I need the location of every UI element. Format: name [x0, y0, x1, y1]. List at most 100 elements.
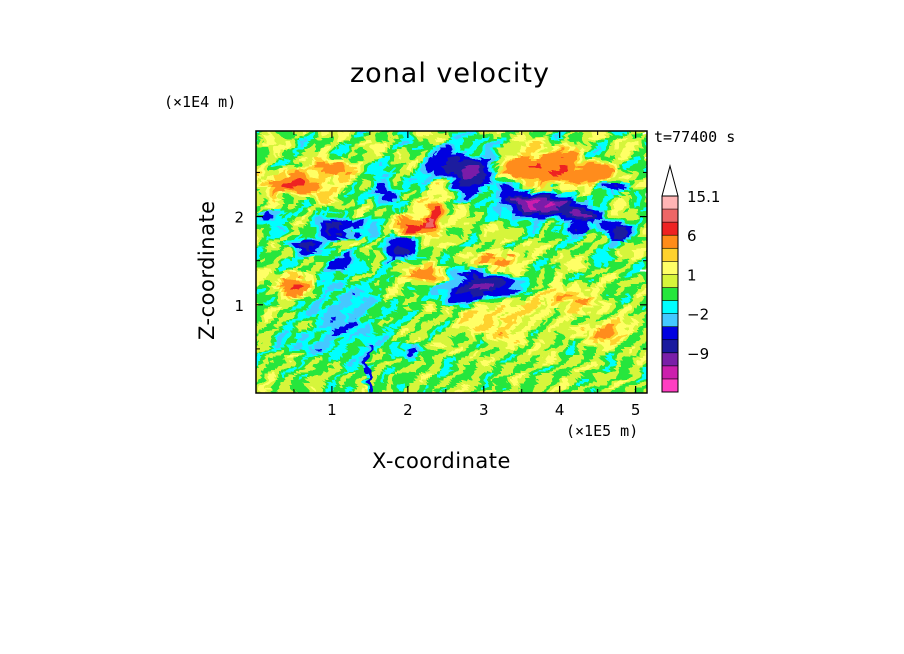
contour-cell [478, 203, 491, 207]
contour-cell [541, 320, 548, 324]
contour-cell [379, 158, 386, 162]
contour-cell [529, 224, 536, 228]
contour-cell [556, 356, 566, 360]
contour-cell [379, 377, 383, 381]
contour-cell [355, 257, 377, 261]
contour-cell [622, 350, 629, 354]
contour-cell [370, 140, 377, 144]
contour-cell [499, 320, 503, 324]
contour-cell [418, 329, 431, 333]
contour-cell [481, 299, 506, 303]
contour-cell [283, 140, 290, 144]
contour-cell [280, 227, 284, 231]
contour-cell [448, 140, 461, 144]
contour-cell [439, 332, 446, 336]
contour-cell [295, 341, 308, 345]
contour-cell [505, 218, 512, 222]
contour-cell [511, 263, 530, 267]
contour-cell [298, 140, 302, 144]
contour-cell [595, 254, 608, 258]
contour-cell [433, 335, 437, 339]
contour-cell [613, 167, 617, 171]
contour-cell [553, 236, 560, 240]
contour-cell [562, 182, 575, 186]
contour-cell [316, 353, 323, 357]
contour-cell [493, 338, 497, 342]
contour-cell [430, 299, 440, 303]
contour-cell [427, 215, 434, 219]
contour-cell [370, 296, 377, 300]
contour-cell [433, 305, 440, 309]
contour-cell [499, 386, 503, 390]
contour-cell [340, 362, 347, 366]
contour-cell [262, 215, 266, 219]
contour-cell [256, 302, 263, 306]
contour-cell [439, 278, 443, 282]
contour-cell [469, 383, 473, 387]
contour-cell [529, 140, 545, 144]
contour-cell [502, 203, 512, 207]
contour-cell [460, 371, 473, 375]
contour-cell [352, 260, 359, 264]
contour-cell [490, 161, 494, 165]
contour-cell [526, 245, 542, 249]
contour-cell [349, 161, 353, 165]
contour-cell [349, 146, 356, 150]
contour-cell [433, 287, 452, 291]
contour-cell [487, 155, 491, 159]
contour-cell [445, 212, 452, 216]
contour-cell [376, 203, 380, 207]
contour-cell [550, 323, 557, 327]
contour-cell [313, 260, 332, 264]
contour-cell [394, 224, 398, 228]
contour-cell [274, 329, 278, 333]
contour-cell [592, 134, 602, 138]
contour-cell [412, 266, 416, 270]
contour-cell [295, 242, 305, 246]
contour-cell [364, 173, 380, 177]
contour-cell [442, 275, 446, 279]
contour-cell [616, 122, 620, 126]
contour-cell [637, 230, 641, 234]
contour-cell [499, 185, 533, 189]
contour-cell [541, 227, 548, 231]
contour-cell [319, 131, 323, 135]
contour-cell [325, 368, 338, 372]
contour-cell [589, 143, 596, 147]
contour-cell [655, 164, 659, 168]
contour-cell [403, 347, 407, 351]
contour-cell [547, 341, 560, 345]
contour-cell [568, 341, 575, 345]
contour-cell [616, 185, 629, 189]
contour-cell [268, 197, 275, 201]
contour-cell [571, 245, 578, 249]
contour-cell [355, 278, 365, 282]
contour-cell [376, 251, 389, 255]
contour-cell [568, 332, 584, 336]
contour-cell [424, 347, 428, 351]
contour-cell [547, 263, 551, 267]
contour-cell [586, 386, 593, 390]
contour-cell [568, 122, 581, 126]
contour-cell [370, 152, 383, 156]
contour-cell [280, 296, 284, 300]
contour-cell [292, 344, 305, 348]
contour-cell [505, 146, 509, 150]
contour-cell [352, 200, 356, 204]
contour-cell [538, 143, 542, 147]
contour-cell [496, 329, 503, 333]
contour-cell [574, 131, 584, 135]
contour-cell [631, 266, 644, 270]
contour-cell [631, 152, 635, 156]
contour-cell [562, 200, 569, 204]
contour-cell [340, 179, 350, 183]
contour-cell [244, 344, 251, 348]
contour-cell [247, 146, 254, 150]
contour-cell [271, 284, 275, 288]
contour-cell [577, 239, 590, 243]
contour-cell [283, 185, 299, 189]
contour-cell [406, 224, 437, 228]
contour-cell [397, 284, 401, 288]
contour-cell [625, 290, 638, 294]
contour-cell [568, 320, 575, 324]
